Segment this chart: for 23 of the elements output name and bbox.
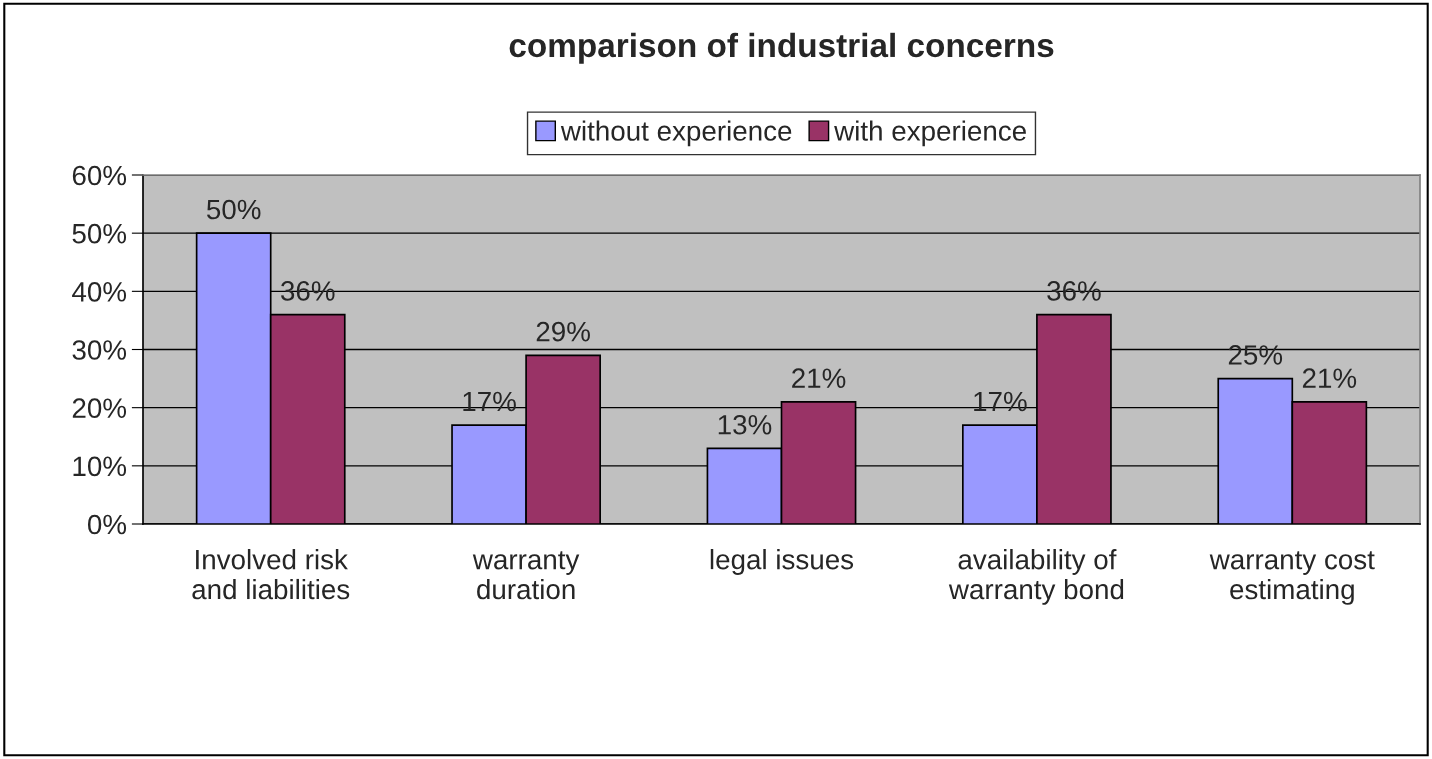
data-label: 29% [536, 321, 590, 342]
data-label: 50% [206, 199, 261, 220]
y-tick-label: 20% [72, 398, 127, 419]
y-tick-label: 50% [72, 223, 127, 244]
data-label: 17% [463, 391, 516, 412]
data-label: 25% [1228, 345, 1283, 365]
x-tick-label: legal issues [710, 549, 854, 575]
legend-label: without experience [560, 120, 792, 147]
data-label: 17% [974, 391, 1027, 412]
legend-label: with experience [834, 120, 1026, 147]
x-tick-label: Involved risk and liabilities [192, 549, 350, 600]
data-label: 21% [1302, 368, 1357, 388]
y-tick-label: 60% [72, 165, 127, 186]
chart-title: comparison of industrial concerns [509, 32, 1054, 64]
data-label: 13% [718, 414, 772, 435]
y-tick-label: 10% [73, 456, 127, 477]
x-tick-label: warranty duration [472, 551, 580, 600]
y-tick-label: 30% [72, 340, 127, 360]
x-tick-label: availability of warranty bond [948, 549, 1124, 605]
x-tick-label: warranty cost estimating [1209, 551, 1375, 605]
y-tick-label: 40% [72, 282, 127, 302]
data-label: 21% [792, 368, 846, 388]
y-tick-label: 0% [87, 514, 127, 535]
